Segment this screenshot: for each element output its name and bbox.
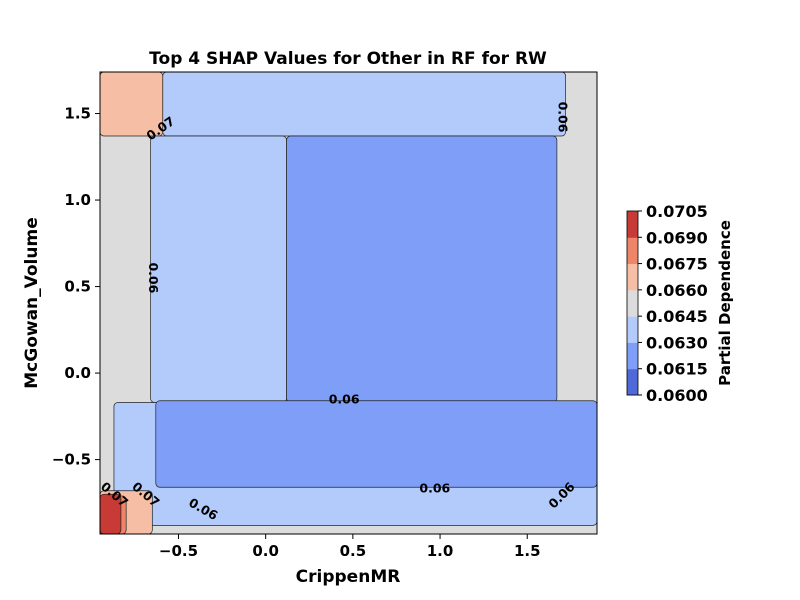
x-tick-label: 1.0: [427, 542, 454, 560]
y-tick-label: 1.0: [64, 191, 91, 209]
contour-region-lower-middle: [155, 400, 597, 488]
colorbar-segment: [627, 237, 638, 265]
x-tick-label: −0.5: [159, 542, 198, 560]
colorbar-segment: [627, 263, 638, 291]
colorbar-segment: [627, 211, 638, 238]
contour-regions: [100, 72, 597, 534]
y-tick-label: 0.5: [64, 278, 91, 296]
y-axis-ticks: −0.5 0.0 0.5 1.0 1.5: [52, 105, 100, 469]
contour-label-1: 0.06: [556, 102, 571, 133]
colorbar-tick-label: 0.0690: [646, 228, 708, 247]
colorbar-tick-label: 0.0675: [646, 255, 708, 274]
colorbar-segment: [627, 368, 638, 396]
colorbar-tick-label: 0.0600: [646, 386, 708, 405]
y-tick-label: −0.5: [52, 451, 91, 469]
contour-region-upper-band: [162, 72, 566, 137]
y-axis-label: McGowan_Volume: [22, 217, 42, 389]
colorbar-segment: [627, 289, 638, 317]
colorbar-tick-label: 0.0615: [646, 360, 708, 379]
colorbar-tick-label: 0.0705: [646, 202, 708, 221]
colorbar-frame: [626, 210, 639, 396]
x-axis-label: CrippenMR: [296, 567, 401, 587]
x-tick-label: 0.5: [340, 542, 367, 560]
contour-label-2: 0.06: [146, 262, 161, 293]
chart-title: Top 4 SHAP Values for Other in RF for RW: [149, 49, 547, 69]
x-tick-label: 0.0: [252, 542, 279, 560]
contour-label-3: 0.06: [329, 391, 360, 406]
contour-region-center-block: [286, 135, 558, 403]
x-axis-ticks: −0.5 0.0 0.5 1.0 1.5: [159, 534, 541, 560]
colorbar-segment: [627, 342, 638, 370]
colorbar-segment: [627, 316, 638, 343]
contour-label-4: 0.06: [419, 481, 450, 496]
colorbar-tick-label: 0.0660: [646, 281, 708, 300]
colorbar-tick-label: 0.0645: [646, 307, 708, 326]
x-tick-label: 1.5: [514, 542, 541, 560]
y-tick-label: 0.0: [64, 364, 91, 382]
y-tick-label: 1.5: [64, 105, 91, 123]
colorbar: 0.0600 0.0615 0.0630 0.0645 0.0660 0.0675 0.06…: [626, 202, 708, 405]
colorbar-tick-label: 0.0630: [646, 333, 708, 352]
contour-region-left-band: [150, 135, 287, 403]
plot-frame: [99, 71, 598, 535]
colorbar-label: Partial Dependence: [716, 220, 734, 386]
